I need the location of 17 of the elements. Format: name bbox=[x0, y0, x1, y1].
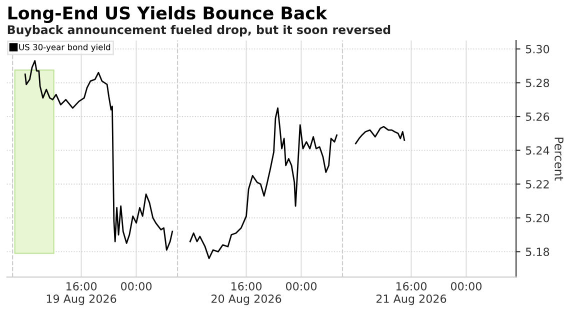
chart-subtitle: Buyback announcement fueled drop, but it soon reversed bbox=[8, 25, 390, 37]
x-tick-label: 16:00 20 Aug 2026 bbox=[212, 282, 282, 306]
y-tick-label: 5.24 bbox=[526, 146, 550, 155]
legend-label: US 30-year bond yield bbox=[19, 44, 110, 52]
x-tick-label: 00:00 bbox=[121, 282, 152, 290]
x-tick-label: 16:00 21 Aug 2026 bbox=[376, 282, 446, 306]
y-tick-label: 5.30 bbox=[526, 44, 550, 54]
chart-title: Long-End US Yields Bounce Back bbox=[8, 6, 328, 24]
y-axis-title: Percent bbox=[554, 138, 564, 181]
x-tick-label: 00:00 bbox=[450, 282, 482, 290]
y-tick-label: 5.20 bbox=[526, 214, 550, 222]
y-tick-label: 5.28 bbox=[526, 78, 550, 88]
x-tick-label: 00:00 bbox=[286, 282, 317, 290]
y-tick-label: 5.18 bbox=[526, 248, 550, 256]
y-tick-label: 5.26 bbox=[526, 112, 550, 121]
x-tick-label: 16:00 19 Aug 2026 bbox=[46, 282, 116, 306]
y-tick-label: 5.22 bbox=[526, 180, 549, 188]
